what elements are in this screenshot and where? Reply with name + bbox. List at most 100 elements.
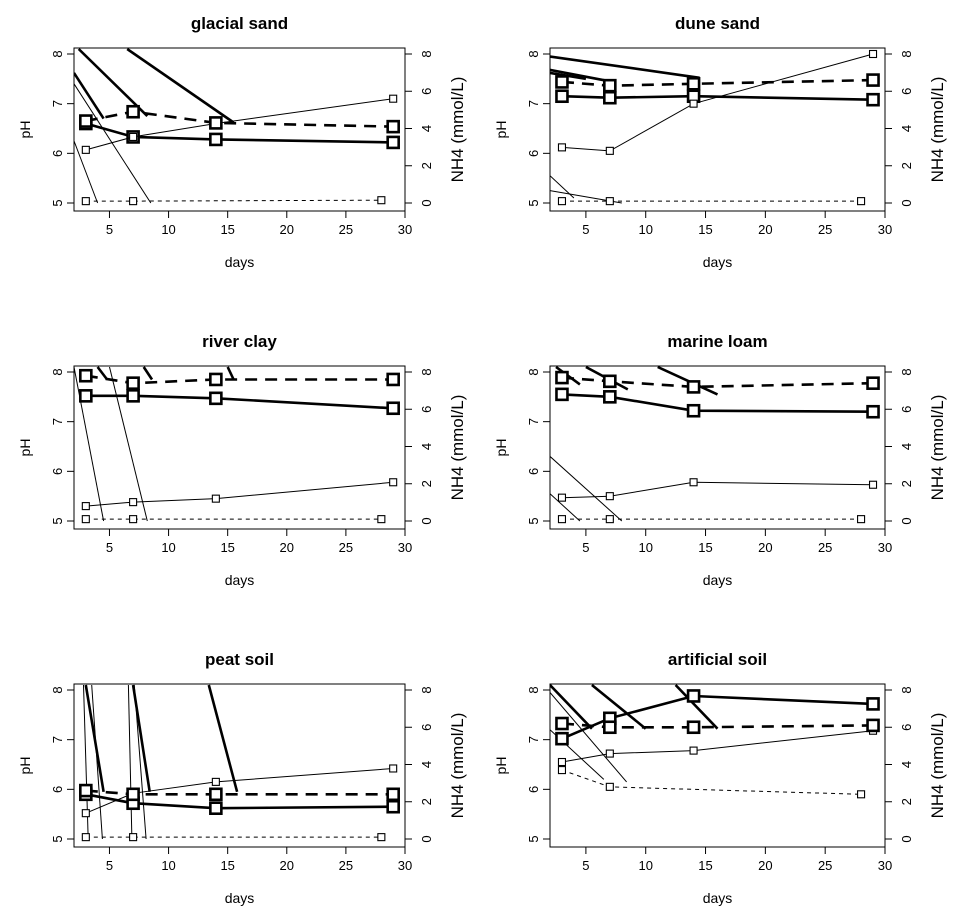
x-tick-label: 10: [161, 540, 175, 555]
data-point: [866, 404, 880, 419]
decay-curve: [127, 684, 133, 840]
data-point: [605, 146, 614, 155]
y-right-tick-label: 6: [899, 88, 914, 95]
decay-curve: [591, 684, 647, 730]
series-line: [85, 374, 394, 385]
y-right-axis-label: NH4 (mmol/L): [448, 77, 467, 183]
data-point: [129, 197, 138, 206]
data-point: [603, 720, 617, 735]
x-tick-label: 10: [638, 222, 652, 237]
x-tick-label: 30: [878, 858, 892, 873]
data-point: [605, 515, 614, 524]
panel-6: artificial soil 5 10 15 20 25 30 days 5 6 7 8 pH 0 2 4 6…: [493, 650, 947, 906]
x-axis-label: days: [225, 572, 255, 588]
y-right-tick-label: 8: [899, 686, 914, 693]
y-tick-label: 6: [526, 468, 541, 475]
data-point: [386, 135, 400, 150]
y-right-tick-label: 8: [419, 686, 434, 693]
y-right-tick-label: 8: [899, 368, 914, 375]
chart-title: dune sand: [675, 14, 760, 33]
x-axis-label: days: [225, 890, 255, 906]
series-thick-solid: [555, 689, 880, 746]
y-axis-right: 0 2 4 6 8: [885, 50, 914, 207]
y-right-tick-label: 2: [899, 162, 914, 169]
x-tick-label: 30: [878, 222, 892, 237]
plot-frame: [73, 683, 406, 848]
x-tick-label: 30: [878, 540, 892, 555]
data-point: [389, 478, 398, 487]
y-tick-label: 8: [50, 50, 65, 57]
data-point: [209, 132, 223, 147]
chart-title: glacial sand: [191, 14, 288, 33]
x-tick-label: 5: [582, 540, 589, 555]
y-right-axis-label: NH4 (mmol/L): [928, 77, 947, 183]
data-point: [686, 77, 701, 91]
x-axis: 5 10 15 20 25 30: [582, 846, 892, 873]
data-point: [686, 380, 701, 394]
x-axis: 5 10 15 20 25 30: [582, 210, 892, 237]
data-point: [555, 716, 569, 731]
data-point: [686, 689, 701, 703]
series-line: [561, 376, 874, 389]
data-point: [209, 787, 223, 802]
plot-frame: [73, 365, 406, 530]
y-tick-label: 7: [50, 100, 65, 107]
x-axis-label: days: [703, 890, 733, 906]
series-thick-solid: [555, 89, 880, 107]
decay-curve: [550, 493, 581, 522]
y-tick-label: 8: [50, 686, 65, 693]
x-tick-label: 5: [582, 858, 589, 873]
x-axis-label: days: [703, 572, 733, 588]
series-thick-dashed: [79, 368, 400, 390]
data-point: [386, 119, 400, 134]
data-point: [81, 145, 90, 154]
y-right-tick-label: 2: [419, 480, 434, 487]
data-point: [126, 376, 140, 390]
data-point: [377, 196, 386, 205]
y-axis-right: 0 2 4 6 8: [405, 368, 434, 525]
y-axis-left: 5 6 7 8: [50, 368, 74, 525]
y-tick-label: 8: [526, 686, 541, 693]
y-right-tick-label: 4: [419, 761, 434, 768]
y-right-axis-label: NH4 (mmol/L): [448, 713, 467, 819]
plot-frame: [549, 365, 886, 530]
data-point: [81, 502, 90, 511]
plot-frame: [549, 47, 886, 212]
series-thin-dashed: [81, 833, 386, 842]
decay-curve: [133, 684, 147, 840]
x-tick-label: 25: [339, 540, 353, 555]
data-point: [857, 790, 866, 799]
decay-curve: [550, 55, 700, 80]
data-point: [866, 697, 880, 711]
data-point: [603, 374, 617, 389]
y-tick-label: 7: [526, 736, 541, 743]
y-right-tick-label: 0: [419, 199, 434, 206]
y-axis-label: pH: [493, 757, 509, 775]
data-point: [557, 515, 567, 524]
x-axis-label: days: [703, 254, 733, 270]
x-tick-label: 15: [220, 540, 234, 555]
y-tick-label: 7: [50, 418, 65, 425]
data-point: [857, 515, 866, 524]
series-line: [561, 94, 874, 101]
panel-3: river clay 5 10 15 20 25 30 days 5 6 7 8 pH 0 2 4 6 8 NH4 …: [17, 332, 467, 588]
data-point: [689, 99, 698, 108]
data-point: [555, 387, 569, 402]
data-point: [81, 197, 90, 206]
data-point: [686, 403, 701, 418]
y-right-tick-label: 0: [899, 199, 914, 206]
panel-5: peat soil 5 10 15 20 25 30 days 5 6 7 8 pH 0 2 4 6 8 NH4 (…: [17, 650, 467, 906]
y-tick-label: 7: [526, 418, 541, 425]
y-right-axis-label: NH4 (mmol/L): [928, 395, 947, 501]
series-thick-solid: [79, 116, 400, 150]
chart-title: peat soil: [205, 650, 274, 669]
decay-curve: [226, 366, 235, 381]
y-right-tick-label: 2: [419, 162, 434, 169]
decay-curve: [74, 140, 99, 204]
x-tick-label: 5: [106, 858, 113, 873]
y-tick-label: 7: [50, 736, 65, 743]
plot-data: [550, 366, 880, 524]
y-axis-left: 5 6 7 8: [526, 50, 550, 207]
data-point: [605, 492, 614, 501]
x-tick-label: 10: [638, 858, 652, 873]
